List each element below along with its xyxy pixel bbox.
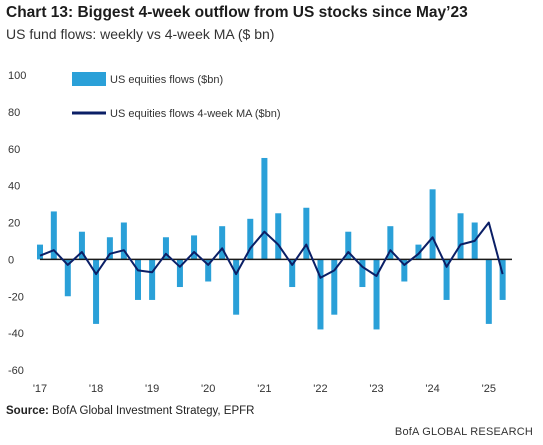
flow-bar: [162, 237, 169, 260]
y-tick-label: 100: [8, 70, 26, 82]
flow-bar: [387, 226, 394, 260]
flow-bar: [176, 259, 183, 288]
flow-bar: [457, 213, 464, 260]
x-axis-ticks: '17 '18 '19 '20 '21 '22 '23 '24 '25: [33, 383, 496, 395]
x-tick-label: '22: [313, 383, 327, 395]
flow-bar: [429, 189, 436, 260]
legend-label-ma: US equities flows 4-week MA ($bn): [110, 108, 281, 120]
flow-bar: [149, 259, 156, 300]
flow-bar: [50, 211, 57, 260]
y-tick-label: -60: [8, 365, 24, 377]
chart-title: Chart 13: Biggest 4-week outflow from US…: [6, 4, 468, 21]
flow-bar: [106, 237, 113, 260]
flow-bar: [359, 259, 366, 288]
y-tick-label: 0: [8, 254, 14, 266]
flow-bar: [303, 207, 310, 260]
flow-bar: [37, 244, 43, 260]
flow-bar: [317, 259, 324, 330]
flow-bar: [247, 218, 254, 260]
flow-bar: [93, 259, 100, 324]
y-tick-label: -40: [8, 328, 24, 340]
flow-bar: [499, 259, 506, 300]
flow-bar: [64, 259, 71, 297]
x-tick-label: '17: [33, 383, 47, 395]
y-axis-ticks: 100 80 60 40 20 0 -20 -40 -60: [8, 70, 26, 377]
flow-bar: [261, 157, 268, 260]
flow-bar: [191, 235, 198, 260]
flow-bar: [275, 213, 282, 260]
flow-bar: [289, 259, 296, 288]
y-tick-label: 60: [8, 144, 20, 156]
flow-bar: [134, 259, 141, 300]
flow-bar: [205, 259, 212, 282]
flow-bar: [219, 226, 226, 260]
brand-logo-text: BofA GLOBAL RESEARCH: [394, 426, 533, 438]
legend-label-bars: US equities flows ($bn): [110, 74, 223, 86]
flow-bar: [233, 259, 240, 315]
legend-swatch-bars: [72, 72, 106, 86]
flow-bar: [401, 259, 408, 282]
x-tick-label: '18: [89, 383, 103, 395]
flow-bar: [345, 231, 352, 260]
flow-bar: [78, 231, 85, 260]
x-tick-label: '20: [201, 383, 215, 395]
flow-bar: [415, 244, 422, 260]
flow-bar: [373, 259, 380, 330]
x-tick-label: '21: [257, 383, 271, 395]
y-tick-label: -20: [8, 291, 24, 303]
flow-bar: [485, 259, 492, 324]
x-tick-label: '25: [482, 383, 496, 395]
y-tick-label: 40: [8, 181, 20, 193]
ma-line: [39, 221, 504, 279]
flow-bar: [331, 259, 338, 315]
source-label: Source:: [6, 405, 49, 417]
flows-chart: 100 80 60 40 20 0 -20 -40 -60 '17 '18 '19 '20 '21 '22…: [8, 70, 512, 395]
flow-bar: [443, 259, 450, 300]
x-tick-label: '24: [425, 383, 439, 395]
y-tick-label: 20: [8, 218, 20, 230]
x-tick-label: '19: [145, 383, 159, 395]
source-text: BofA Global Investment Strategy, EPFR: [52, 405, 255, 417]
flow-bar: [120, 222, 127, 260]
x-tick-label: '23: [369, 383, 383, 395]
legend: US equities flows ($bn) US equities flow…: [72, 72, 281, 120]
source-note: Source: BofA Global Investment Strategy,…: [6, 405, 254, 417]
y-tick-label: 80: [8, 107, 20, 119]
chart-subtitle: US fund flows: weekly vs 4-week MA ($ bn…: [6, 26, 275, 42]
